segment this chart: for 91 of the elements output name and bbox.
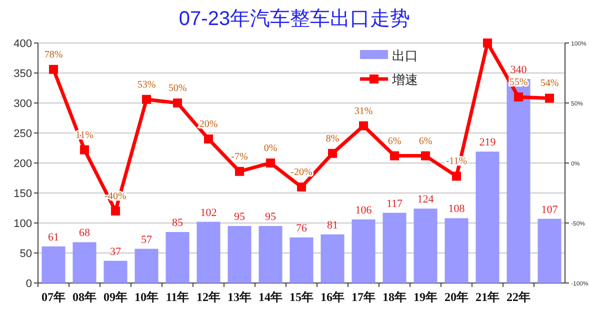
data-label: 95 (265, 211, 276, 223)
data-label: 20% (199, 119, 218, 130)
x-tick-label: 20年 (444, 290, 468, 304)
x-tick-label: 22年 (506, 290, 530, 304)
point (173, 98, 182, 108)
data-label: 219 (479, 136, 496, 149)
bar (72, 242, 96, 283)
data-label: 8% (326, 133, 340, 144)
point (204, 134, 213, 144)
x-tick-label: 16年 (320, 290, 344, 304)
point (142, 94, 151, 104)
bar (104, 260, 128, 283)
x-tick-label: 13年 (228, 290, 252, 304)
bar (42, 246, 66, 283)
y-tick-label: 200 (14, 158, 32, 170)
data-label: 6% (388, 136, 402, 147)
y-tick-label: 350 (14, 68, 32, 80)
bar (476, 152, 500, 283)
bar (506, 79, 530, 283)
bar (228, 226, 252, 283)
bar (258, 226, 282, 283)
point (235, 166, 244, 176)
legend-label: 出口 (392, 48, 418, 63)
bar (538, 218, 562, 283)
x-tick-label: 18年 (382, 290, 406, 304)
x-tick-label: 11年 (166, 290, 190, 304)
y-tick-label: 50 (20, 248, 32, 260)
x-tick-label: 19年 (414, 290, 438, 304)
bar (352, 219, 376, 283)
point (80, 145, 89, 154)
point (421, 151, 430, 160)
point (328, 148, 337, 158)
data-label: 57 (141, 234, 152, 246)
x-tick-label: 17年 (352, 290, 376, 304)
data-label: 50% (168, 83, 187, 94)
x-tick-label: 08年 (72, 290, 96, 304)
data-label: 102 (200, 206, 217, 219)
point (545, 94, 554, 103)
point (49, 64, 58, 74)
point (359, 121, 368, 130)
y-tick-label: 400 (14, 38, 32, 50)
data-label: 76 (296, 222, 308, 234)
point (514, 92, 523, 102)
y-tick-label: 250 (14, 128, 32, 140)
data-label: 61 (48, 231, 59, 244)
bar (414, 208, 438, 283)
x-tick-label: 09年 (104, 290, 128, 304)
data-label: 54% (540, 78, 559, 90)
bar (382, 212, 406, 283)
data-label: 31% (354, 106, 373, 117)
bar (134, 248, 158, 283)
data-label: -7% (231, 151, 248, 162)
bar (196, 222, 220, 283)
data-label: 68 (79, 227, 90, 240)
bar (444, 218, 468, 283)
data-label: 107 (541, 204, 558, 216)
x-tick-label: 07年 (42, 290, 66, 304)
chart-title: 07-23年汽车整车出口走势 (178, 8, 410, 30)
x-tick-label: 10年 (134, 290, 158, 304)
data-label: 117 (386, 198, 404, 210)
legend-label: 增速 (391, 72, 418, 87)
y-tick-label: 0 (26, 278, 32, 290)
x-tick-label: 15年 (290, 290, 314, 304)
point (452, 172, 461, 181)
data-label: 53% (137, 79, 156, 90)
data-label: -20% (290, 167, 312, 178)
data-label: 85 (172, 217, 184, 229)
data-label: 106 (355, 204, 372, 216)
point (266, 158, 275, 168)
data-label: 37 (110, 246, 122, 258)
bar (320, 234, 344, 283)
point (297, 182, 306, 192)
data-label: 0% (264, 143, 278, 154)
data-label: 95 (234, 211, 246, 223)
y-tick-label: 100 (14, 218, 32, 230)
data-label: 340 (510, 64, 528, 76)
data-label: 108 (448, 203, 466, 216)
data-label: 78% (44, 49, 63, 60)
bar (166, 232, 190, 283)
data-label: 81 (327, 219, 338, 232)
data-label: 124 (417, 194, 434, 206)
x-tick-label: 12年 (196, 290, 220, 304)
y-tick-label: 300 (14, 98, 32, 110)
point (483, 38, 492, 48)
x-tick-label: 21年 (476, 290, 500, 304)
point (111, 206, 120, 216)
bar (290, 237, 314, 283)
y-tick-label: 150 (14, 188, 32, 200)
data-label: 6% (418, 136, 432, 147)
x-tick-label: 14年 (258, 290, 282, 304)
point (390, 151, 399, 160)
